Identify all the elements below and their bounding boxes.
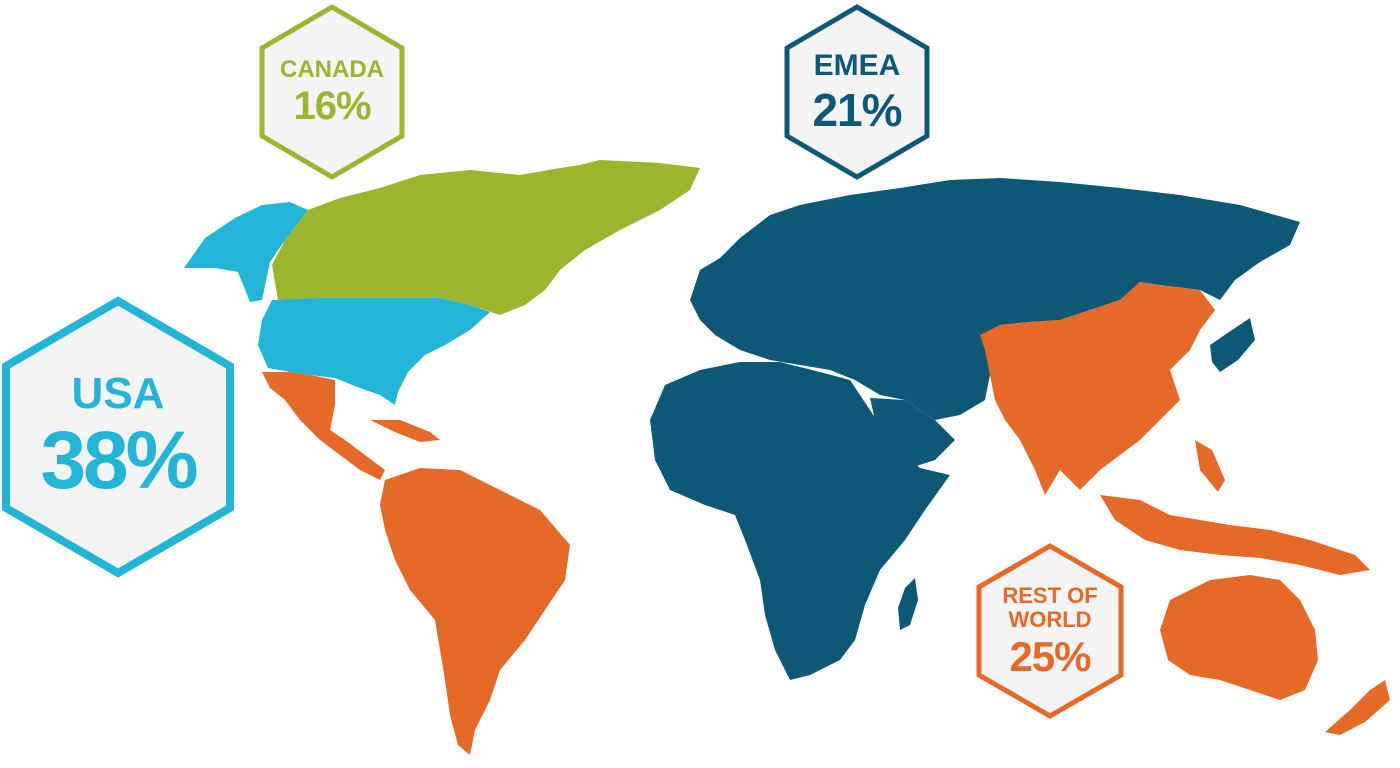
south-america-region bbox=[380, 468, 570, 755]
usa-percent: 38% bbox=[40, 415, 198, 506]
greenland-region bbox=[560, 160, 700, 246]
emea-africa-region bbox=[650, 362, 950, 680]
hexagon-icon bbox=[1, 296, 234, 578]
alaska-region bbox=[184, 202, 308, 302]
rest-of-world-badge: REST OF WORLD 25% bbox=[975, 543, 1125, 719]
rest-of-world-percent: 25% bbox=[1009, 633, 1091, 681]
usa-region bbox=[258, 298, 490, 405]
emea-badge: EMEA 21% bbox=[783, 4, 931, 180]
rest-of-world-label-line2: WORLD bbox=[1008, 607, 1092, 632]
philippines-region bbox=[1195, 440, 1225, 492]
rest-of-world-label-line1: REST OF bbox=[1002, 582, 1098, 608]
canada-label: CANADA bbox=[280, 56, 384, 83]
usa-label: USA bbox=[71, 369, 165, 418]
caribbean-region bbox=[370, 420, 440, 442]
canada-badge: CANADA 16% bbox=[258, 4, 406, 180]
hexagon-icon bbox=[976, 543, 1124, 719]
emea-europe-region bbox=[690, 178, 1300, 420]
japan-region bbox=[1210, 318, 1255, 372]
madagascar-region bbox=[898, 578, 918, 630]
asia-region bbox=[980, 282, 1215, 495]
mexico-central-america-region bbox=[262, 372, 385, 480]
emea-label: EMEA bbox=[813, 49, 901, 82]
hexagon-icon bbox=[259, 4, 405, 180]
emea-percent: 21% bbox=[812, 84, 902, 136]
new-zealand-region bbox=[1325, 680, 1390, 735]
arabia-region bbox=[870, 398, 955, 468]
australia-region bbox=[1160, 575, 1318, 700]
southeast-asia-region bbox=[1100, 495, 1370, 575]
usa-badge: USA 38% bbox=[0, 296, 236, 578]
hexagon-icon bbox=[784, 4, 930, 180]
canada-percent: 16% bbox=[293, 84, 371, 128]
